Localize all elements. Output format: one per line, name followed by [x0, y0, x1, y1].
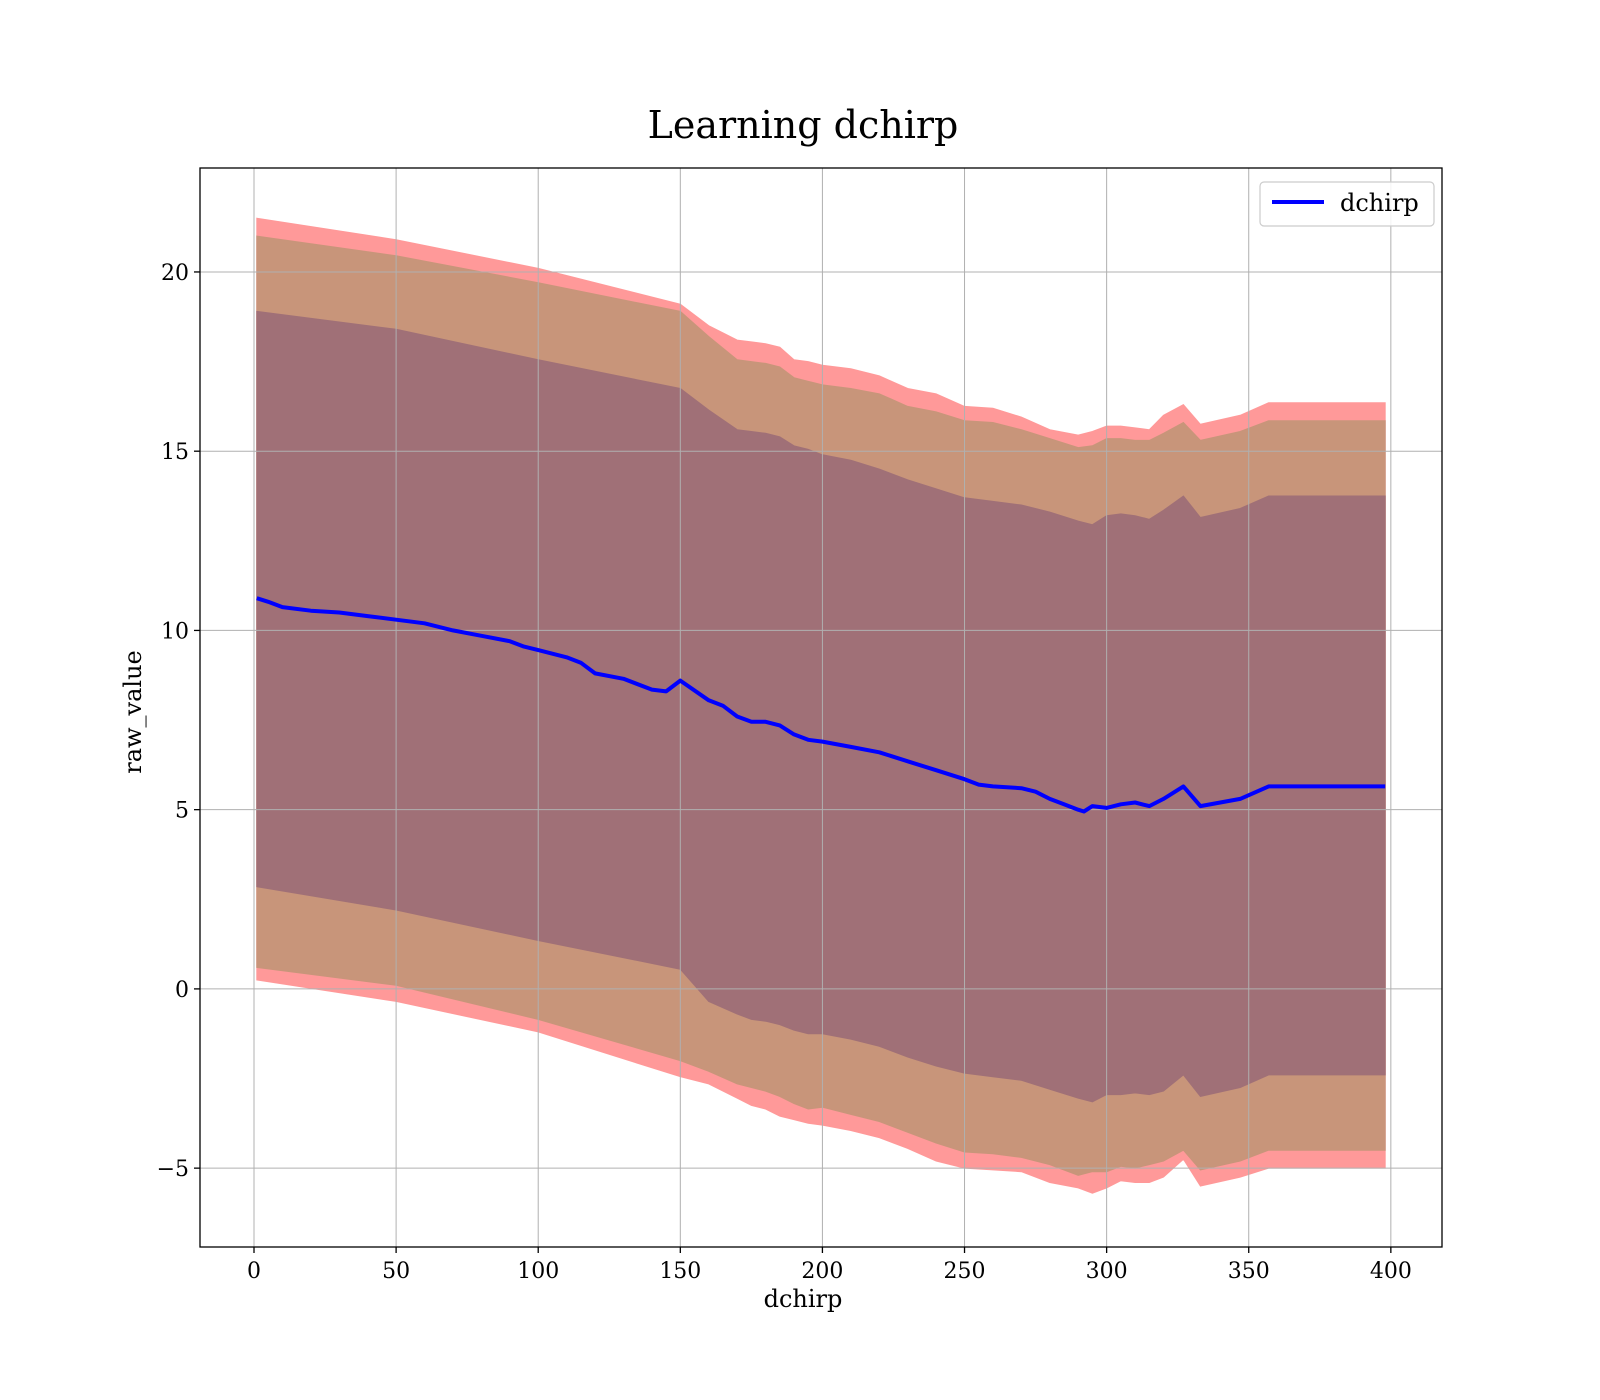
- x-tick-label: 400: [1370, 1259, 1412, 1284]
- x-tick-label: 0: [247, 1259, 261, 1284]
- x-tick-label: 100: [517, 1259, 559, 1284]
- x-tick-label: 50: [382, 1259, 410, 1284]
- y-axis-label: raw_value: [119, 650, 147, 774]
- legend-box: [1259, 181, 1435, 227]
- plot-frame: [199, 167, 1443, 1248]
- y-tick-label: −5: [157, 1157, 189, 1182]
- series-line-dchirp: [256, 596, 1386, 814]
- x-tick-label: 150: [659, 1259, 701, 1284]
- x-tick-label: 300: [1086, 1259, 1128, 1284]
- plot-area: 0 50 100 150 200 250 300 350 400 −5 0 5 10 15 20: [157, 167, 1443, 1284]
- x-axis-label: dchirp: [764, 1285, 843, 1313]
- x-tick-label: 350: [1228, 1259, 1270, 1284]
- y-tick-label: 15: [161, 440, 189, 465]
- y-tick-label: 10: [161, 619, 189, 644]
- y-tick-label: 0: [175, 978, 189, 1003]
- y-tick-label: 20: [161, 261, 189, 286]
- y-tick-label: 5: [175, 799, 189, 824]
- chart-title: Learning dchirp: [648, 103, 959, 147]
- band-2: [256, 310, 1386, 1103]
- legend: dchirp: [1259, 181, 1435, 227]
- x-tick-label: 250: [944, 1259, 986, 1284]
- x-tick-label: 200: [801, 1259, 843, 1284]
- legend-label-dchirp: dchirp: [1340, 189, 1419, 217]
